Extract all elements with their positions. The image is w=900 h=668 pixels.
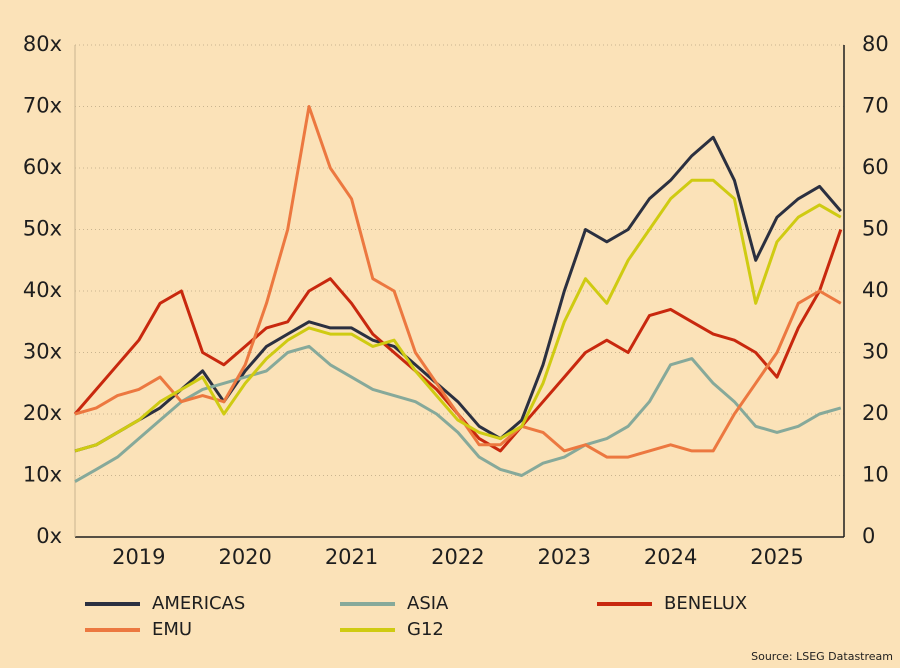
y2-tick-label: 80 xyxy=(862,32,889,56)
series-line xyxy=(74,344,842,483)
y2-tick-label: 20 xyxy=(862,401,889,425)
y2-tick-label: 50 xyxy=(862,217,889,241)
y2-tick-label: 30 xyxy=(862,340,889,364)
x-tick-label: 2024 xyxy=(644,545,697,569)
y-tick-label: 40x xyxy=(23,278,62,302)
series-line xyxy=(74,135,842,453)
y-tick-label: 10x xyxy=(23,463,62,487)
y2-tick-label: 10 xyxy=(862,463,889,487)
y-tick-label: 0x xyxy=(36,524,62,548)
x-tick-label: 2022 xyxy=(431,545,484,569)
y2-tick-label: 60 xyxy=(862,155,889,179)
series-line xyxy=(74,105,842,459)
source: Source: LSEG Datastream xyxy=(751,650,893,663)
series-line xyxy=(74,178,842,453)
legend-label: EMU xyxy=(152,619,192,640)
y2-tick-label: 40 xyxy=(862,278,889,302)
y-tick-label: 60x xyxy=(23,155,62,179)
y-tick-label: 50x xyxy=(23,217,62,241)
x-tick-label: 2025 xyxy=(750,545,803,569)
y-tick-label: 20x xyxy=(23,401,62,425)
x-tick-label: 2019 xyxy=(112,545,165,569)
y2-tick-label: 0 xyxy=(862,524,875,548)
y-tick-label: 70x xyxy=(23,94,62,118)
x-tick-label: 2023 xyxy=(538,545,591,569)
x-tick-label: 2020 xyxy=(218,545,271,569)
x-tick-label: 2021 xyxy=(325,545,378,569)
legend-label: BENELUX xyxy=(664,593,747,614)
legend-label: G12 xyxy=(407,619,444,640)
legend-label: ASIA xyxy=(407,593,449,614)
legend-label: AMERICAS xyxy=(152,593,245,614)
y-tick-label: 80x xyxy=(23,32,62,56)
y2-tick-label: 70 xyxy=(862,94,889,118)
y-tick-label: 30x xyxy=(23,340,62,364)
